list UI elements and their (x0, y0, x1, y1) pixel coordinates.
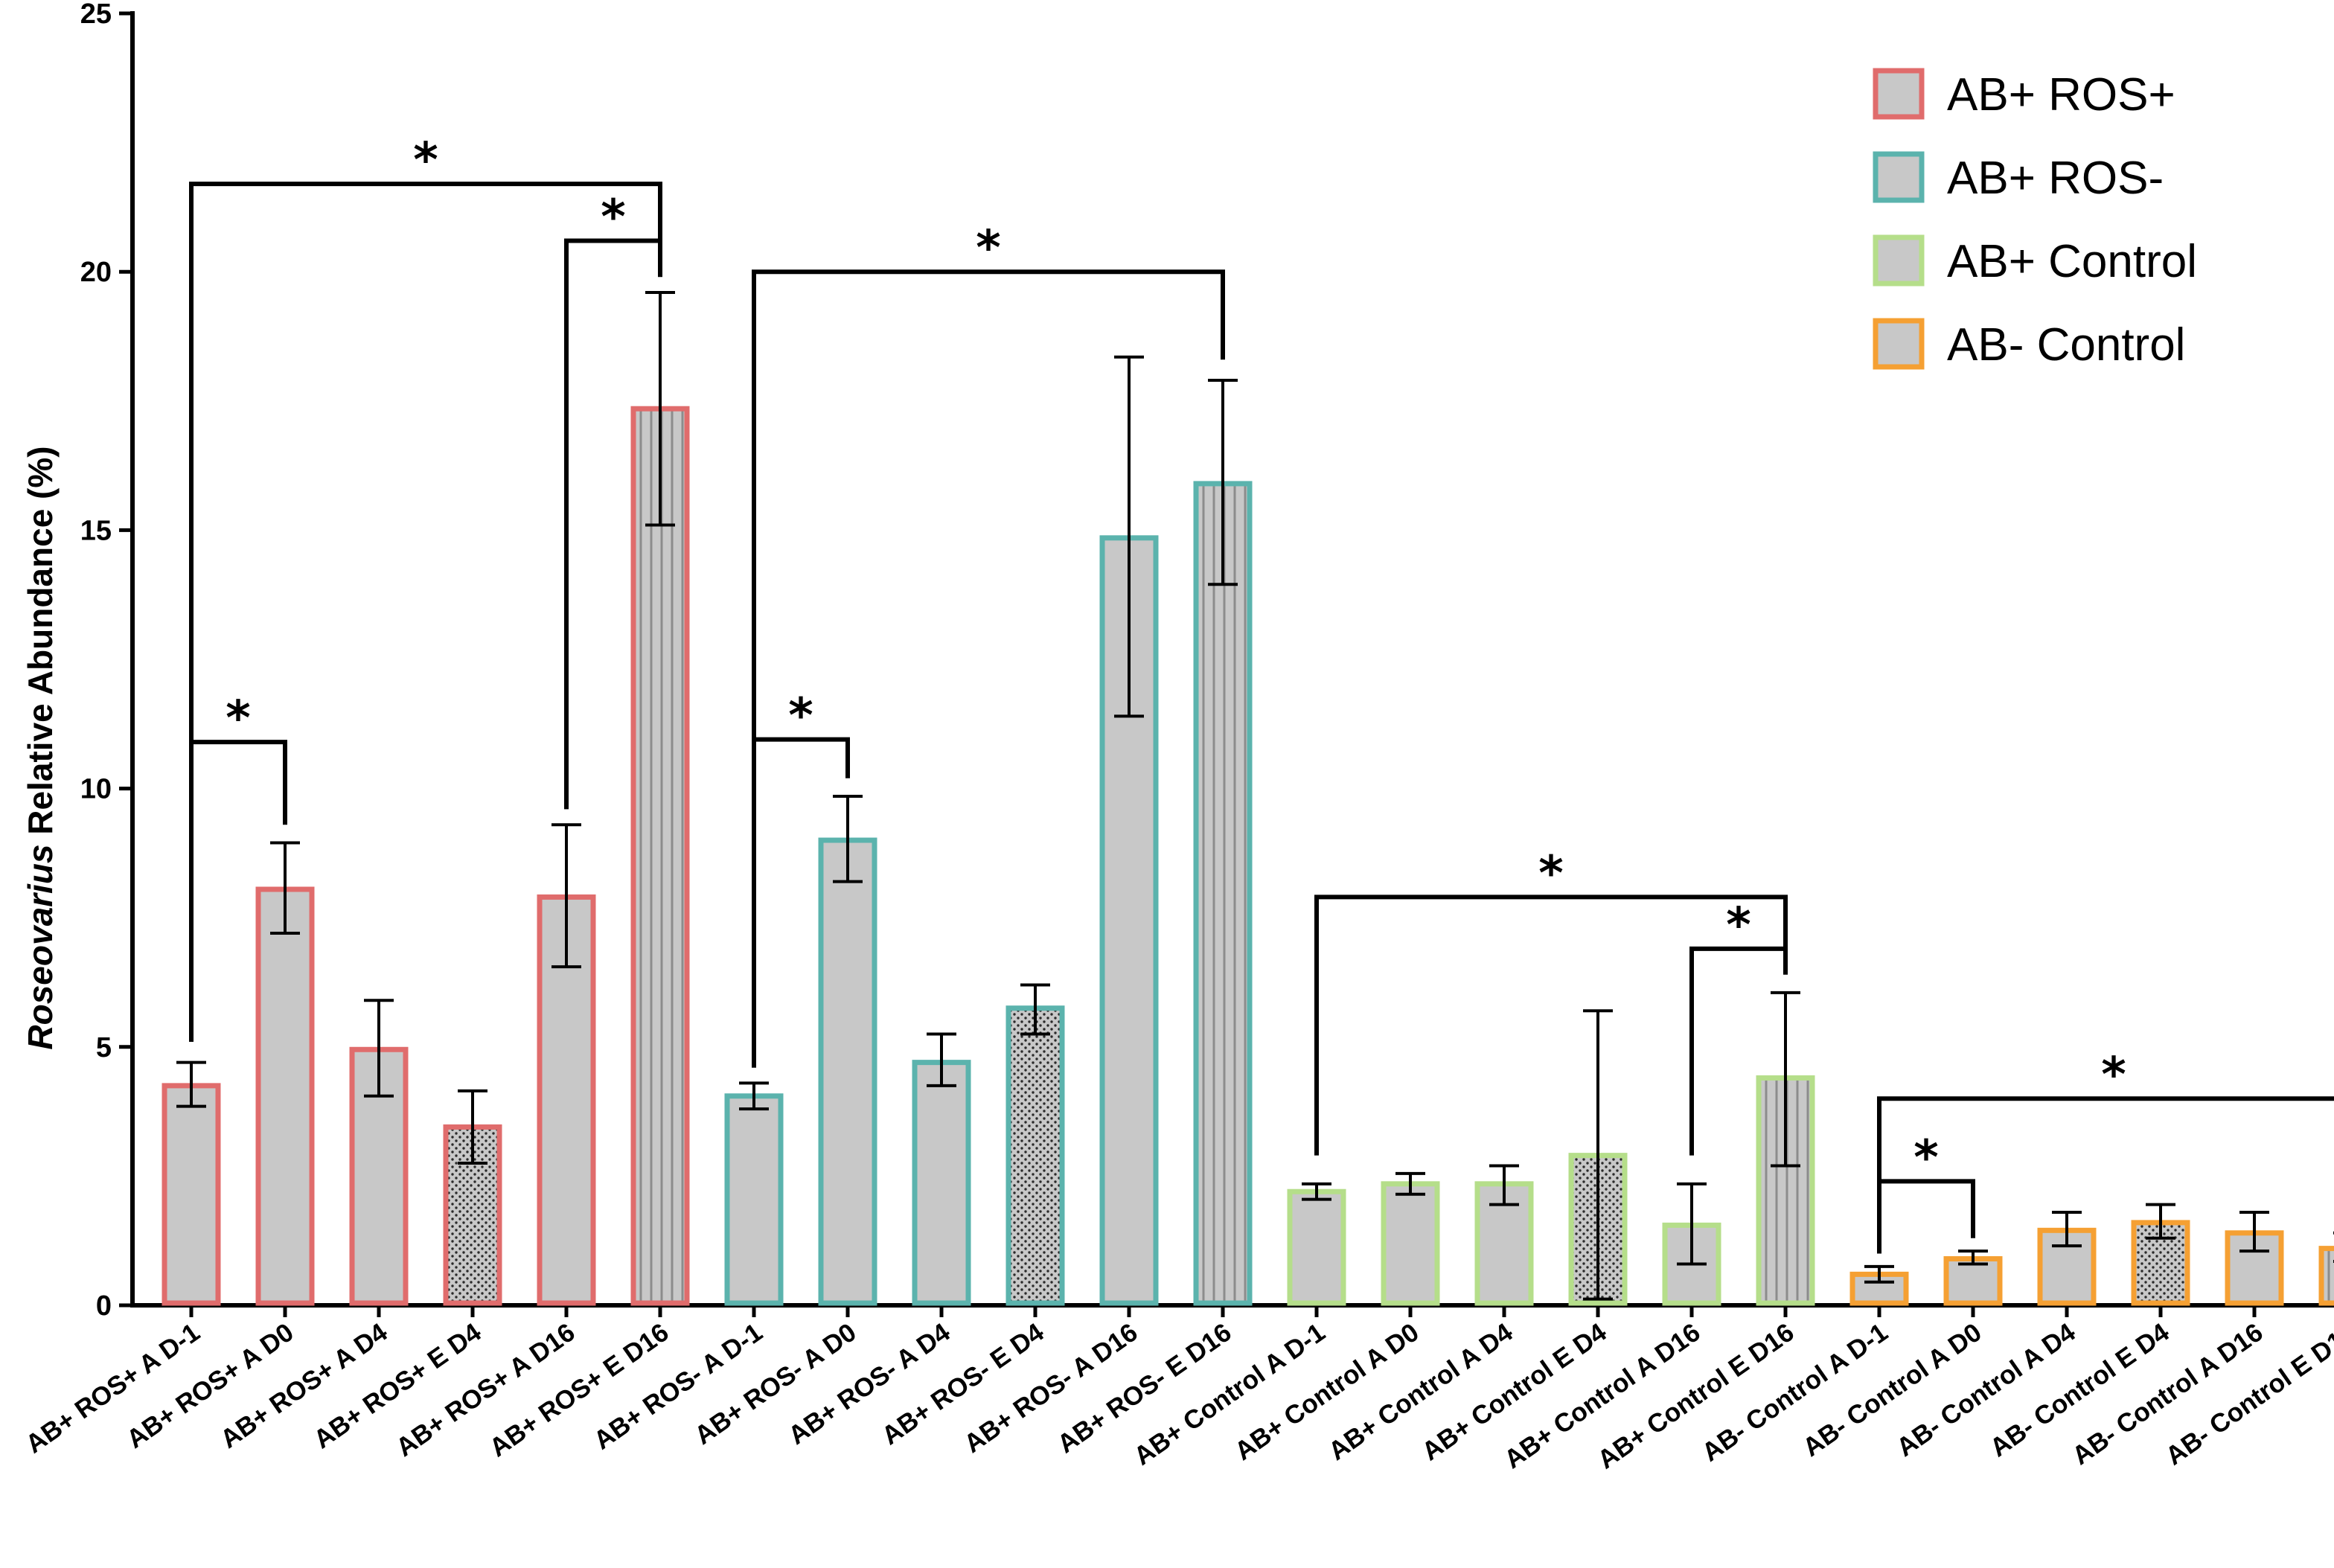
significance-bracket (189, 740, 287, 1042)
y-tick-label: 15 (80, 515, 112, 546)
legend-label: AB+ ROS+ (1947, 69, 2175, 121)
x-tick-label: AB+ ROS+ A D0 (121, 1318, 299, 1454)
significance-star: * (601, 191, 625, 246)
axes: 0 5 10 15 20 25 (80, 0, 2334, 1322)
bar (1381, 1181, 1440, 1306)
error-bars (176, 290, 2334, 1301)
bar (630, 406, 690, 1306)
x-tick-label: AB+ ROS+ E D16 (485, 1318, 674, 1463)
significance-bracket (1689, 946, 1788, 1156)
legend-swatch (1873, 151, 1925, 203)
y-axis-title: Roseovarius Relative Abundance (%) (21, 446, 60, 1049)
x-tick-label: AB+ ROS- A D-1 (589, 1318, 768, 1456)
x-tick-label: AB+ ROS- A D16 (959, 1318, 1142, 1459)
significance-brackets: * * * * * * * * * (189, 133, 2334, 1254)
significance-star: * (226, 691, 250, 746)
y-tick-label: 20 (80, 257, 112, 288)
significance-star: * (1538, 846, 1563, 901)
bar (2318, 1246, 2334, 1306)
x-tick-label: AB+ ROS+ A D4 (215, 1317, 393, 1454)
significance-star: * (2101, 1048, 2126, 1103)
legend-swatch (1873, 234, 1925, 287)
bar (818, 837, 877, 1306)
bar (1193, 481, 1253, 1306)
y-tick-label: 25 (80, 0, 112, 30)
significance-star: * (788, 689, 813, 744)
legend-label: AB- Control (1947, 319, 2185, 371)
significance-star: * (976, 221, 1000, 276)
significance-star: * (413, 133, 438, 188)
significance-star: * (1913, 1130, 1938, 1185)
legend: AB+ ROS+ AB+ ROS- AB+ Control AB- Control (1873, 68, 2197, 371)
y-axis-title-rest: Relative Abundance (%) (21, 446, 60, 844)
legend-swatch (1873, 68, 1925, 120)
significance-bracket (1877, 1096, 2334, 1254)
bar (255, 886, 315, 1306)
bar (1287, 1188, 1346, 1306)
x-tick-label: AB+ ROS- A D4 (783, 1317, 956, 1450)
significance-bracket (189, 182, 662, 1042)
significance-bracket (564, 238, 662, 810)
significance-bracket (752, 269, 1225, 1068)
x-tick-label: AB+ ROS- E D4 (877, 1317, 1049, 1450)
bar (162, 1083, 221, 1306)
y-tick-label: 10 (80, 774, 112, 805)
x-tick-label: AB+ ROS+ A D-1 (21, 1318, 205, 1459)
bars (162, 406, 2334, 1306)
bar (912, 1060, 971, 1306)
significance-star: * (1726, 898, 1750, 953)
legend-label: AB+ Control (1947, 236, 2197, 287)
y-tick-label: 0 (96, 1290, 112, 1322)
y-axis-title-italic: Roseovarius (21, 844, 60, 1049)
y-tick-label: 5 (96, 1032, 112, 1063)
significance-bracket (1877, 1179, 1975, 1254)
x-tick-label: AB+ ROS- A D0 (689, 1318, 861, 1450)
legend-label: AB+ ROS- (1947, 153, 2164, 204)
bar (724, 1093, 784, 1306)
bar (1005, 1005, 1065, 1306)
legend-swatch (1873, 318, 1925, 370)
significance-bracket (752, 737, 850, 1068)
significance-bracket (1314, 895, 1788, 1156)
